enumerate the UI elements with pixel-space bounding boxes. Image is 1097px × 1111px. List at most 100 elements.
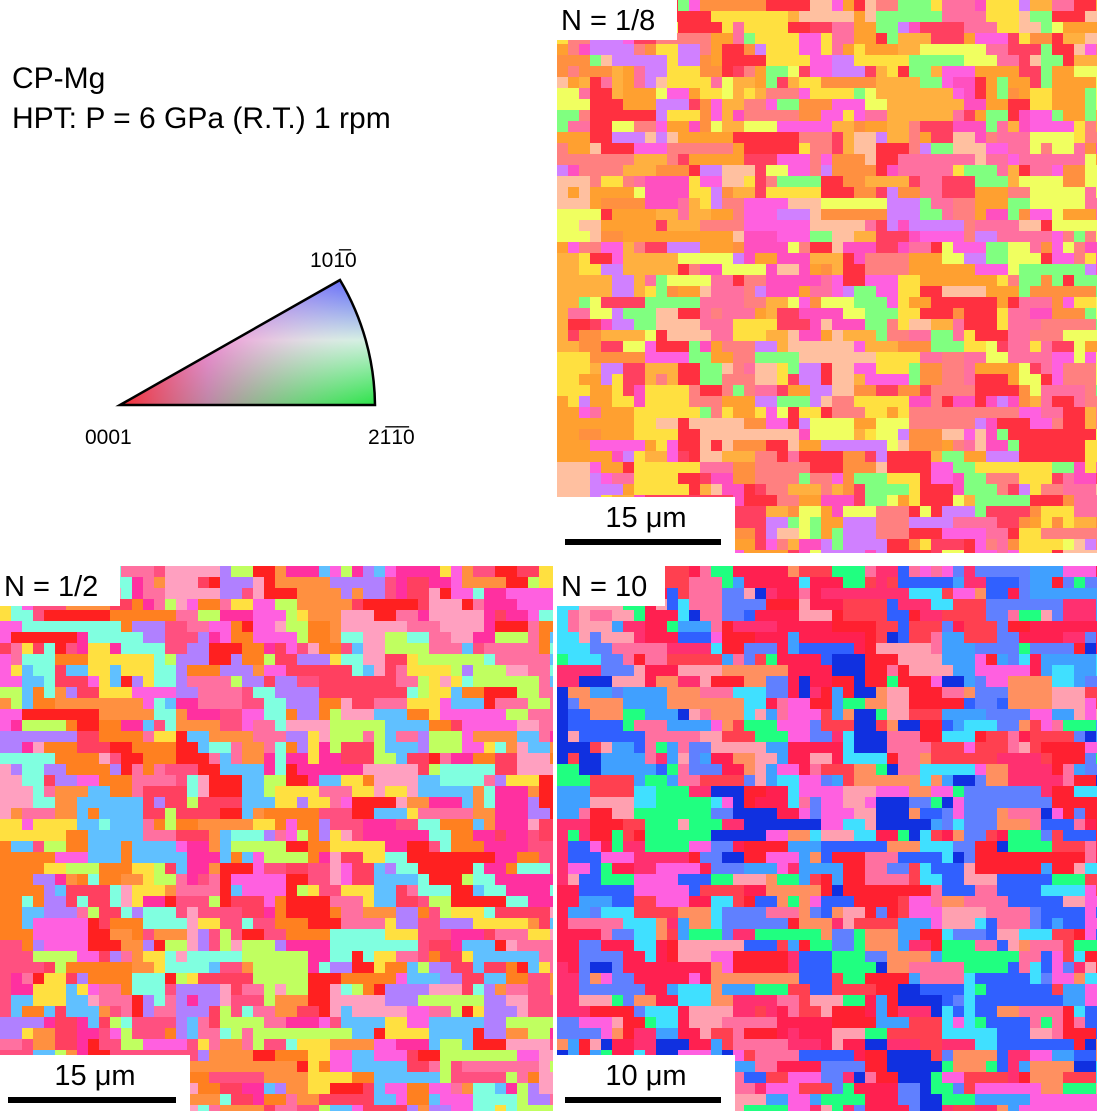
grain — [755, 473, 766, 484]
grain — [451, 1039, 462, 1050]
grain — [418, 610, 429, 621]
grain — [700, 99, 711, 110]
grain — [132, 698, 143, 709]
grain — [722, 99, 733, 110]
grain — [766, 330, 777, 341]
grain — [0, 797, 11, 808]
grain — [341, 808, 352, 819]
grain — [1008, 121, 1019, 132]
grain — [1063, 176, 1074, 187]
grain — [330, 1017, 341, 1028]
grain — [451, 896, 462, 907]
grain — [528, 599, 539, 610]
grain — [88, 819, 99, 830]
grain — [242, 687, 253, 698]
grain — [407, 731, 418, 742]
grain — [462, 753, 473, 764]
grain — [297, 632, 308, 643]
grain — [341, 566, 352, 577]
grain — [220, 577, 231, 588]
grain — [11, 797, 22, 808]
grain — [689, 0, 700, 11]
grain — [832, 55, 843, 66]
grain — [187, 852, 198, 863]
orientation-map — [557, 0, 1097, 553]
grain — [854, 242, 865, 253]
grain — [590, 154, 601, 165]
grain — [1052, 286, 1063, 297]
grain — [253, 962, 264, 973]
grain — [799, 539, 810, 550]
grain — [623, 132, 634, 143]
grain — [220, 907, 231, 918]
grain — [711, 154, 722, 165]
grain — [678, 143, 689, 154]
grain — [887, 198, 898, 209]
grain — [766, 550, 777, 553]
grain — [495, 940, 506, 951]
grain — [623, 187, 634, 198]
grain — [209, 995, 220, 1006]
grain — [1074, 132, 1085, 143]
grain — [634, 319, 645, 330]
grain — [755, 407, 766, 418]
grain — [711, 99, 722, 110]
grain — [898, 374, 909, 385]
grain — [601, 385, 612, 396]
grain — [821, 176, 832, 187]
grain — [374, 1039, 385, 1050]
grain — [821, 308, 832, 319]
grain — [0, 984, 11, 995]
grain — [733, 286, 744, 297]
grain — [876, 99, 887, 110]
grain — [165, 753, 176, 764]
grain — [484, 1050, 495, 1061]
grain — [975, 385, 986, 396]
grain — [341, 973, 352, 984]
grain — [953, 110, 964, 121]
grain — [429, 1061, 440, 1072]
grain — [209, 962, 220, 973]
grain — [1085, 396, 1096, 407]
grain — [528, 1006, 539, 1017]
grain — [1085, 55, 1096, 66]
grain — [1063, 330, 1074, 341]
grain — [385, 632, 396, 643]
grain — [385, 1006, 396, 1017]
grain — [198, 962, 209, 973]
grain — [612, 429, 623, 440]
grain — [920, 88, 931, 99]
grain — [645, 154, 656, 165]
grain — [385, 643, 396, 654]
grain — [821, 220, 832, 231]
grain — [198, 830, 209, 841]
grain — [341, 698, 352, 709]
grain — [264, 940, 275, 951]
grain — [1030, 187, 1041, 198]
grain — [568, 253, 579, 264]
grain — [297, 665, 308, 676]
grain — [297, 984, 308, 995]
grain — [590, 77, 601, 88]
grain — [678, 77, 689, 88]
grain — [832, 352, 843, 363]
grain — [121, 577, 132, 588]
grain — [678, 176, 689, 187]
grain — [44, 907, 55, 918]
grain — [920, 341, 931, 352]
grain — [484, 632, 495, 643]
grain — [832, 385, 843, 396]
grain — [1063, 374, 1074, 385]
grain — [777, 374, 788, 385]
grain — [1019, 77, 1030, 88]
grain — [964, 407, 975, 418]
grain — [66, 907, 77, 918]
grain — [319, 885, 330, 896]
grain — [700, 451, 711, 462]
grain — [110, 1039, 121, 1050]
grain — [484, 995, 495, 1006]
grain — [22, 1039, 33, 1050]
grain — [352, 632, 363, 643]
grain — [99, 896, 110, 907]
grain — [832, 165, 843, 176]
